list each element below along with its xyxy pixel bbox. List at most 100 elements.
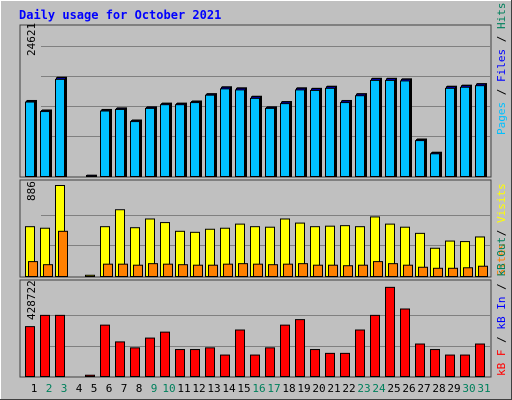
day-label: 17 [267,382,280,395]
bar-sites-day-6 [103,263,113,278]
day-label: 20 [312,382,325,395]
day-label: 25 [387,382,400,395]
legend-hits: Hits [495,3,508,30]
bar-sites-day-3 [58,230,68,277]
bar-sites-day-22 [343,265,353,277]
bar-pages-day-19 [295,89,305,177]
bar-pages-day-22 [340,102,350,177]
bar-kbf-day-13 [205,347,215,377]
day-label: 2 [46,382,53,395]
day-label: 8 [136,382,143,395]
day-label: 7 [121,382,128,395]
bar-pages-day-21 [325,87,335,177]
bar-pages-day-13 [205,94,215,177]
day-label: 16 [252,382,265,395]
bar-pages-day-16 [250,97,260,177]
bar-kbf-day-26 [400,308,410,377]
bar-kbf-day-3 [55,314,65,377]
bar-pages-day-3 [55,78,65,177]
bar-files-day-5 [86,174,96,177]
bar-pages-day-28 [430,153,440,178]
bar-kbf-day-14 [220,354,230,377]
bar-pages-day-18 [280,103,290,177]
day-label: 18 [282,382,295,395]
bar-pages-day-31 [475,85,485,177]
bar-sites-day-28 [433,267,443,277]
bar-kbf-day-1 [25,326,35,378]
bar-sites-day-18 [283,263,293,278]
bar-kbf-day-29 [445,354,455,377]
bar-sites-day-27 [418,266,428,277]
bar-kbf-day-28 [430,349,440,378]
day-label: 4 [76,382,83,395]
visits-legend: Sites / Visits [495,183,508,276]
legend-sep-1: / [495,82,508,102]
legend-sep-4: / [495,330,508,350]
bar-pages-day-25 [385,79,395,177]
legend-sites: Sites [495,243,508,276]
bar-pages-day-30 [460,86,470,177]
day-label: 23 [357,382,370,395]
bar-visits-day-5 [85,274,95,277]
svg-text:kB F / kB In / kB Out: kB F / kB In / kB Out [495,237,508,376]
bar-kbf-day-10 [160,331,170,377]
legend-kbf: kB F [495,350,508,377]
day-label: 26 [402,382,415,395]
bar-kbf-day-25 [385,286,395,377]
svg-text:Sites / Visits: Sites / Visits [495,183,508,276]
bar-sites-day-2 [43,264,53,277]
day-label: 22 [342,382,355,395]
bar-pages-day-15 [235,89,245,177]
day-label: 27 [417,382,430,395]
day-label: 15 [237,382,250,395]
day-label: 30 [462,382,475,395]
bar-sites-day-15 [238,263,248,278]
bar-pages-day-6 [100,110,110,177]
bar-sites-day-29 [448,267,458,277]
bar-kbf-day-23 [355,329,365,377]
bar-kbf-day-30 [460,354,470,377]
day-label: 31 [477,382,490,395]
hits-legend: Pages / Files / Hits [495,3,508,136]
bar-pages-day-2 [40,111,50,177]
day-label: 3 [61,382,68,395]
day-labels: 1 2 3 4 5 6 7 8 9 10 11 12 13 14 15 16 17 18 19 20 21 22 23 24 2… [31,382,491,395]
bar-kbf-day-21 [325,352,335,378]
kbytes-max-label: 428722 [25,280,38,320]
day-label: 9 [151,382,158,395]
bar-kbf-day-31 [475,343,485,378]
bar-kbf-day-20 [310,349,320,378]
bar-kbf-day-17 [265,347,275,377]
bar-pages-day-24 [370,79,380,177]
legend-sep-5: / [495,277,508,297]
visits-max-label: 886 [25,181,38,201]
legend-files: Files [495,49,508,82]
bar-pages-day-29 [445,87,455,177]
day-label: 21 [327,382,340,395]
bar-pages-day-26 [400,80,410,177]
bar-pages-day-1 [25,101,35,177]
day-label: 13 [207,382,220,395]
bar-kbf-day-9 [145,337,155,378]
day-label: 5 [91,382,98,395]
chart-title: Daily usage for October 2021 [19,8,221,22]
bar-sites-day-7 [118,263,128,278]
bar-kbf-day-18 [280,324,290,378]
legend-kbout: kB Out [495,237,508,277]
bar-sites-day-10 [163,263,173,278]
bar-kbf-day-11 [175,349,185,378]
bar-sites-day-14 [223,263,233,278]
bar-pages-day-10 [160,104,170,177]
day-label: 19 [297,382,310,395]
legend-kbin: kB In [495,297,508,330]
bar-kbf-day-7 [115,341,125,378]
bar-sites-day-26 [403,264,413,277]
day-label: 6 [106,382,113,395]
svg-text:Pages / Files / Hits: Pages / Files / Hits [495,3,508,136]
bar-kbf-day-2 [40,314,50,377]
bar-pages-day-27 [415,140,425,177]
hits-max-label: 24621 [25,23,38,56]
bar-sites-day-17 [268,264,278,277]
bar-sites-day-25 [388,263,398,278]
